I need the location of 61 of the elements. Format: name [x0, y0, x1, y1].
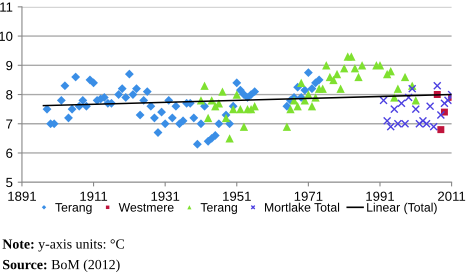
point	[379, 96, 388, 105]
point	[222, 114, 230, 122]
point	[408, 84, 416, 93]
point	[404, 93, 413, 102]
point	[293, 102, 302, 110]
point	[318, 84, 327, 93]
point	[297, 78, 306, 88]
point	[418, 116, 428, 125]
point	[440, 99, 449, 108]
point	[204, 114, 212, 122]
point	[390, 104, 398, 114]
point	[236, 104, 245, 114]
source-note: Source: BoM (2012)	[3, 259, 120, 272]
point	[286, 104, 295, 114]
x-tick-label: 1951	[223, 192, 251, 201]
point	[382, 116, 392, 125]
legend-label: Terang	[55, 203, 92, 214]
point	[229, 104, 238, 114]
point	[350, 64, 360, 72]
point	[412, 104, 420, 114]
x-tick-label: 1891	[8, 192, 36, 201]
point	[322, 61, 330, 70]
x-tick-label: 1991	[366, 192, 394, 201]
point	[400, 72, 410, 82]
point	[200, 82, 209, 90]
point	[426, 102, 434, 110]
point	[332, 70, 342, 78]
y-tick-label: 6	[6, 148, 12, 158]
point	[354, 72, 363, 82]
point	[329, 76, 338, 84]
point	[225, 134, 234, 143]
text: Note: y-axis units: °C	[2, 239, 124, 252]
legend-label: Linear (Total)	[367, 202, 437, 214]
x-tick-label: 1911	[80, 192, 108, 201]
y-tick-label: 5	[6, 178, 12, 188]
x-tick-label: 1971	[294, 192, 322, 201]
point	[218, 87, 227, 96]
y-tick-label: 11	[0, 2, 12, 12]
point	[340, 64, 348, 72]
point	[397, 99, 406, 108]
point	[412, 96, 420, 105]
y-tick-label: 7	[6, 119, 12, 129]
point	[433, 82, 442, 90]
x-tick-label: 1931	[151, 192, 180, 201]
point	[336, 84, 345, 93]
y-tick-label: 8	[6, 90, 12, 100]
point	[436, 110, 446, 120]
point	[347, 52, 356, 61]
point	[240, 122, 248, 131]
legend-label: Terang	[200, 203, 237, 214]
x-tick-label: 2011	[438, 192, 466, 201]
legend-label: Mortlake Total	[265, 202, 340, 212]
point	[437, 126, 444, 134]
point	[358, 61, 366, 70]
legend-label: Westmere	[118, 203, 174, 212]
point	[282, 122, 292, 131]
point	[394, 84, 402, 93]
point	[232, 90, 241, 99]
point	[444, 96, 452, 105]
point	[308, 102, 316, 110]
y-tick-label: 9	[6, 60, 12, 70]
